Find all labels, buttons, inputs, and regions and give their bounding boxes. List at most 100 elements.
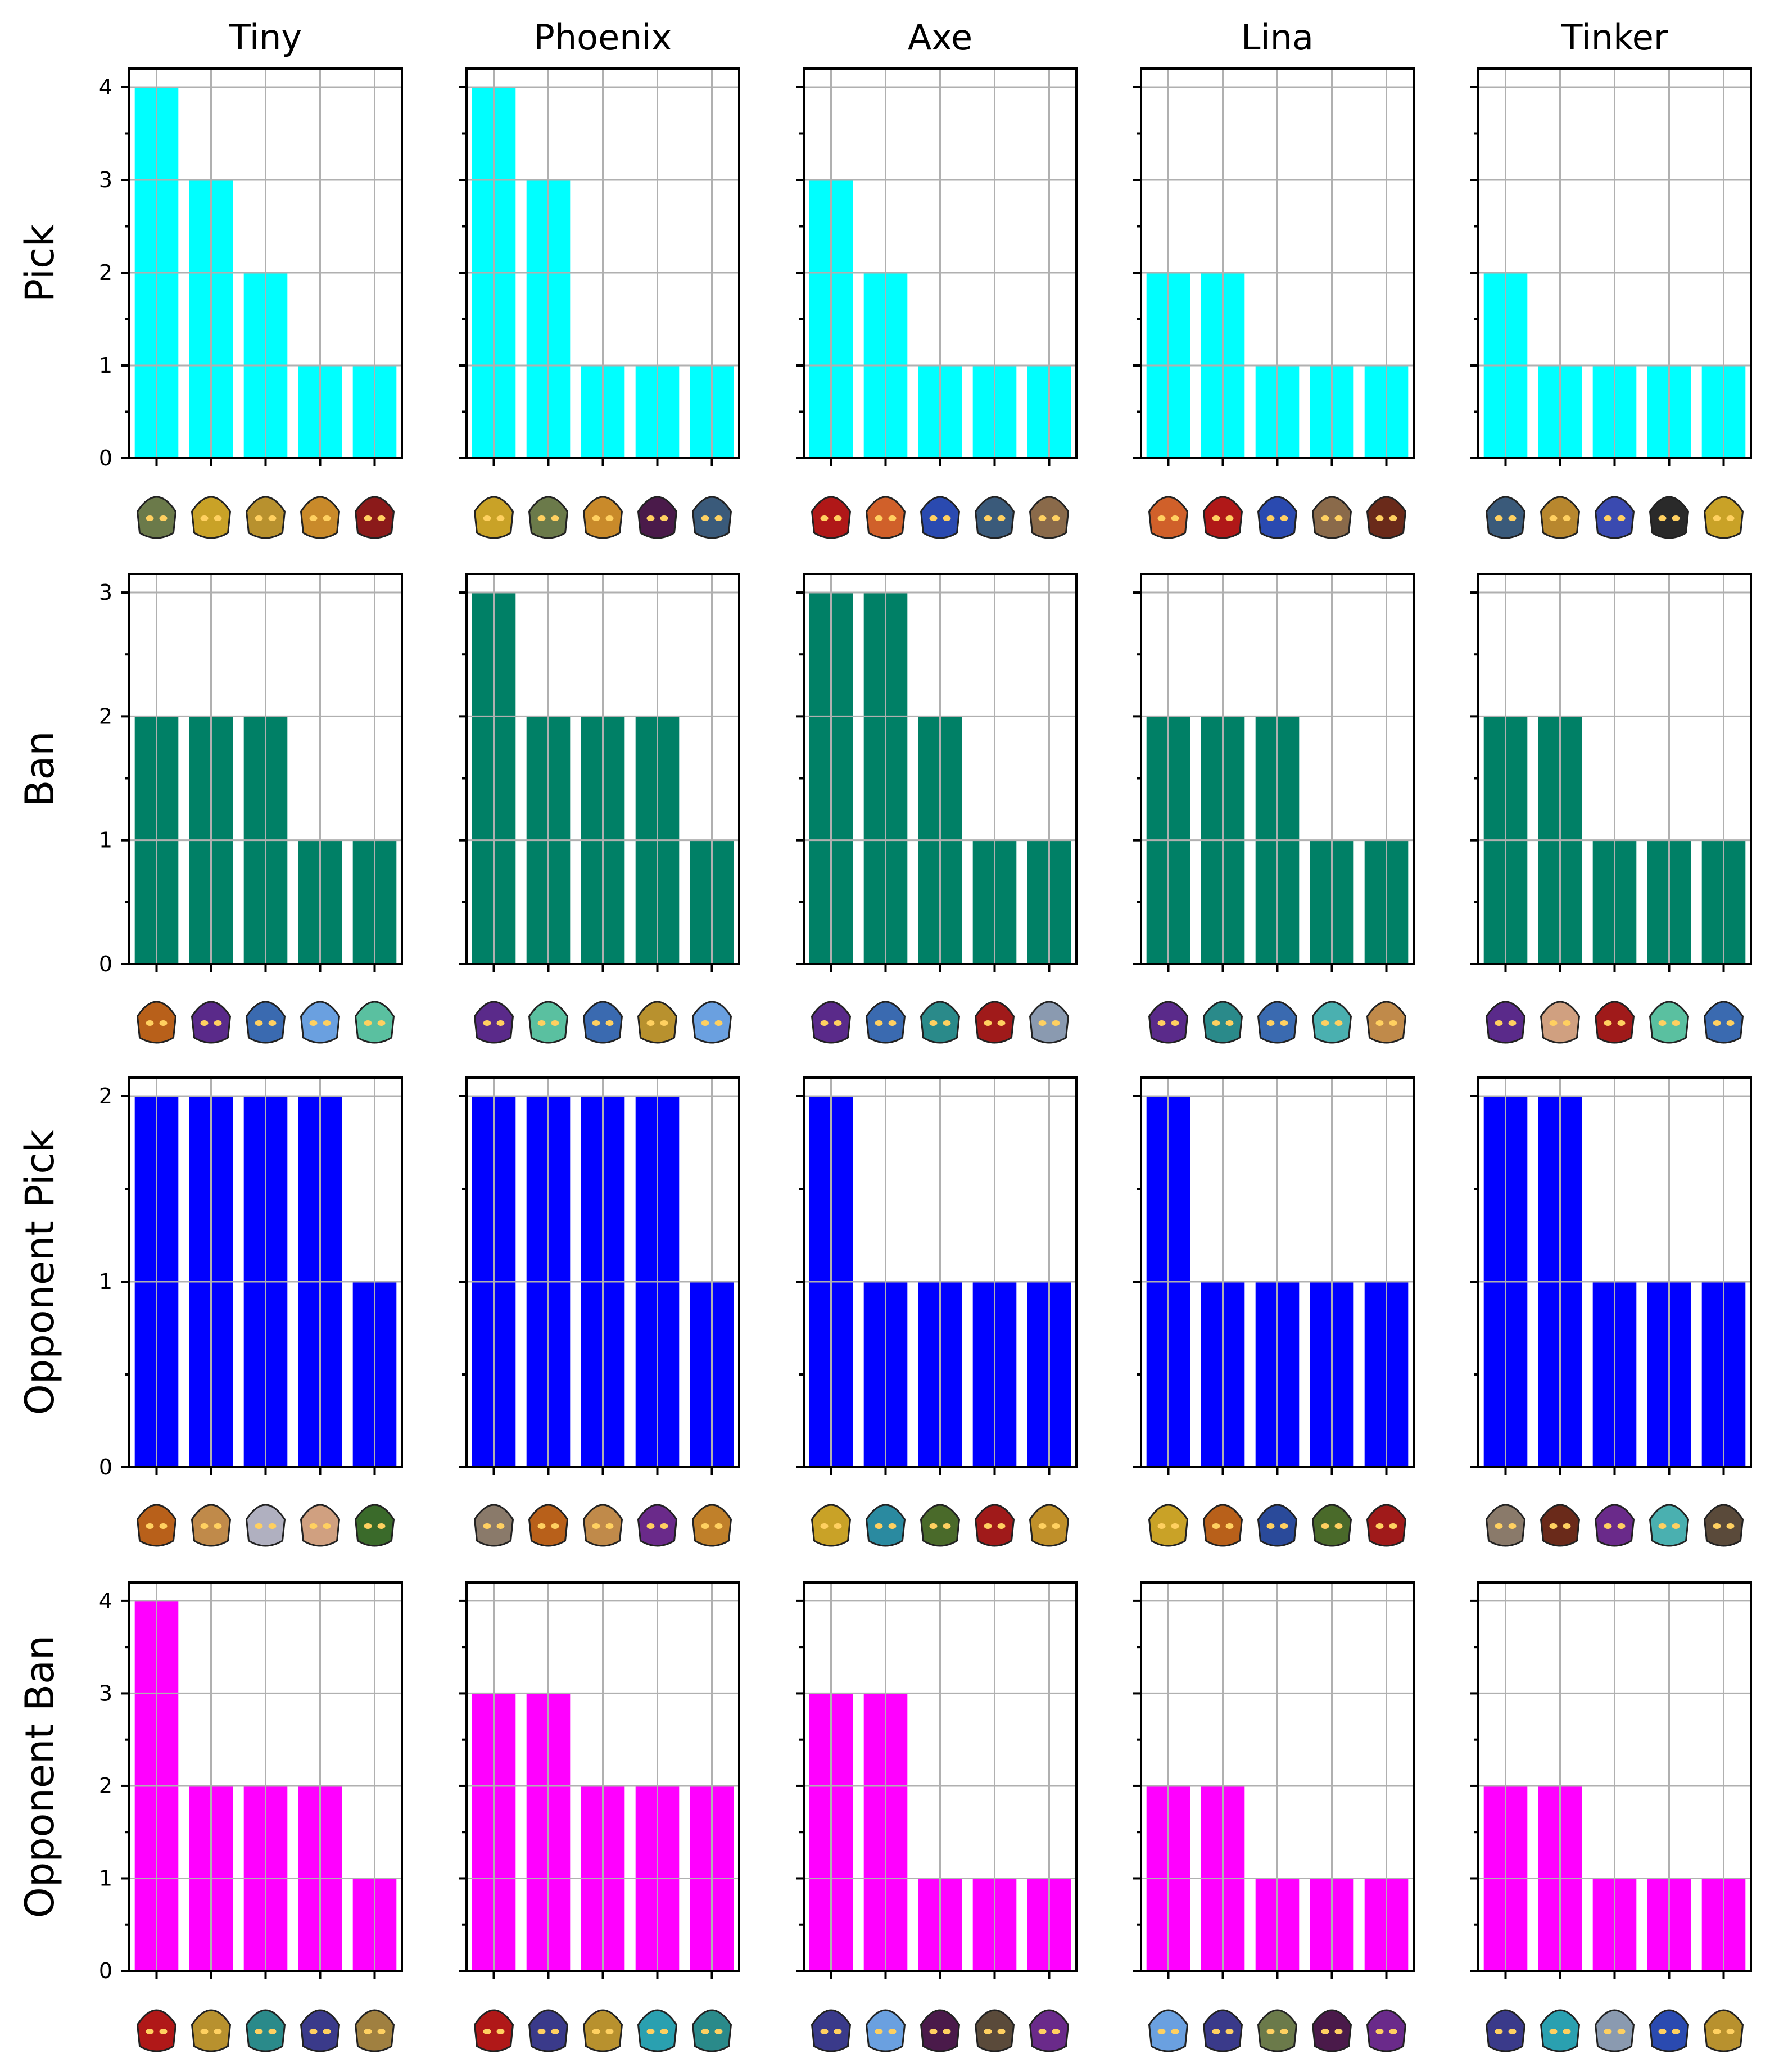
- column-title-1: Phoenix: [534, 17, 672, 58]
- hero-icon-r2-c1-3: [637, 1504, 678, 1547]
- hero-icon-r3-c0-2: [245, 2009, 286, 2052]
- panel-r1-c4: [1470, 573, 1752, 1044]
- hero-icon-r1-c4-2: [1594, 1001, 1635, 1044]
- hero-icon-r3-c0-0: [136, 2009, 177, 2052]
- hero-icon-r3-c0-3: [300, 2009, 341, 2052]
- hero-icon-r2-c2-0: [811, 1504, 852, 1547]
- hero-icon-r0-c3-0: [1148, 496, 1189, 539]
- hero-icon-r2-c3-3: [1311, 1504, 1352, 1547]
- hero-icon-r2-c2-1: [865, 1504, 906, 1547]
- axes-frame-r2-c3: [1140, 1076, 1415, 1468]
- panel-r0-c3: [1133, 67, 1415, 539]
- hero-icon-r1-c0-3: [300, 1001, 341, 1044]
- ytick-label-r0-3: 3: [99, 168, 112, 192]
- hero-icon-r3-c2-3: [974, 2009, 1015, 2052]
- hero-icon-r2-c3-4: [1366, 1504, 1407, 1547]
- hero-icon-r0-c2-2: [920, 496, 961, 539]
- hero-icon-r1-c1-1: [528, 1001, 569, 1044]
- hero-icon-r3-c3-3: [1311, 2009, 1352, 2052]
- hero-icon-r0-c1-4: [691, 496, 732, 539]
- hero-icon-r0-c4-0: [1485, 496, 1526, 539]
- hero-icon-r0-c3-4: [1366, 496, 1407, 539]
- hero-icon-r1-c1-2: [582, 1001, 623, 1044]
- hero-icon-r1-c3-1: [1202, 1001, 1243, 1044]
- hero-icon-r1-c3-0: [1148, 1001, 1189, 1044]
- ytick-label-r1-1: 1: [99, 828, 112, 853]
- axes-frame-r3-c1: [465, 1581, 740, 1972]
- hero-icon-r0-c4-3: [1649, 496, 1690, 539]
- hero-icon-r2-c3-1: [1202, 1504, 1243, 1547]
- ytick-label-r1-0: 0: [99, 952, 112, 976]
- hero-icon-r3-c4-0: [1485, 2009, 1526, 2052]
- hero-icon-r2-c3-0: [1148, 1504, 1189, 1547]
- axes-frame-r2-c1: [465, 1076, 740, 1468]
- hero-icon-r3-c1-2: [582, 2009, 623, 2052]
- axes-frame-r2-c4: [1477, 1076, 1752, 1468]
- hero-icon-r1-c0-2: [245, 1001, 286, 1044]
- hero-icon-r1-c3-2: [1257, 1001, 1298, 1044]
- ytick-label-r3-0: 0: [99, 1958, 112, 1983]
- hero-icon-r3-c2-2: [920, 2009, 961, 2052]
- hero-icon-r3-c2-4: [1029, 2009, 1070, 2052]
- panel-r3-c2: [796, 1581, 1078, 2052]
- hero-icon-r2-c4-2: [1594, 1504, 1635, 1547]
- hero-icon-r3-c1-3: [637, 2009, 678, 2052]
- ytick-label-r3-1: 1: [99, 1866, 112, 1890]
- panel-r3-c3: [1133, 1581, 1415, 2052]
- hero-icon-r1-c4-1: [1540, 1001, 1581, 1044]
- panel-r2-c1: [459, 1076, 740, 1547]
- row-label-1: Ban: [17, 731, 63, 807]
- hero-icon-r2-c2-2: [920, 1504, 961, 1547]
- axes-frame-r0-c3: [1140, 67, 1415, 459]
- axes-frame-r1-c1: [465, 573, 740, 965]
- axes-frame-r0-c4: [1477, 67, 1752, 459]
- hero-icon-r3-c4-2: [1594, 2009, 1635, 2052]
- hero-icon-r0-c1-2: [582, 496, 623, 539]
- ytick-label-r2-2: 2: [99, 1084, 112, 1109]
- row-label-2: Opponent Pick: [17, 1129, 63, 1415]
- axes-frame-r1-c2: [803, 573, 1078, 965]
- column-title-4: Tinker: [1561, 17, 1668, 58]
- ytick-label-r3-2: 2: [99, 1774, 112, 1798]
- axes-frame-r0-c1: [465, 67, 740, 459]
- column-title-3: Lina: [1241, 17, 1314, 58]
- axes-frame-r2-c2: [803, 1076, 1078, 1468]
- hero-icon-r1-c4-3: [1649, 1001, 1690, 1044]
- ytick-label-r1-3: 3: [99, 580, 112, 605]
- axes-frame-r3-c3: [1140, 1581, 1415, 1972]
- hero-icon-r3-c4-1: [1540, 2009, 1581, 2052]
- hero-icon-r1-c2-3: [974, 1001, 1015, 1044]
- panel-r1-c1: [459, 573, 740, 1044]
- ytick-label-r3-4: 4: [99, 1589, 112, 1613]
- panel-r3-c1: [459, 1581, 740, 2052]
- hero-icon-r1-c0-4: [354, 1001, 395, 1044]
- hero-icon-r2-c3-2: [1257, 1504, 1298, 1547]
- hero-icon-r3-c1-4: [691, 2009, 732, 2052]
- hero-icon-r3-c0-4: [354, 2009, 395, 2052]
- hero-icon-r0-c1-1: [528, 496, 569, 539]
- hero-icon-r1-c1-0: [473, 1001, 514, 1044]
- hero-icon-r0-c2-4: [1029, 496, 1070, 539]
- panel-r2-c2: [796, 1076, 1078, 1547]
- panel-r1-c3: [1133, 573, 1415, 1044]
- hero-icon-r3-c2-1: [865, 2009, 906, 2052]
- hero-icon-r3-c2-0: [811, 2009, 852, 2052]
- hero-icon-r0-c0-4: [354, 496, 395, 539]
- ytick-label-r0-2: 2: [99, 260, 112, 285]
- axes-frame-r2-c0: [128, 1076, 403, 1468]
- hero-icon-r1-c2-4: [1029, 1001, 1070, 1044]
- axes-frame-r1-c3: [1140, 573, 1415, 965]
- ytick-label-r3-3: 3: [99, 1681, 112, 1705]
- panel-r1-c0: 0 1 2 3: [99, 573, 403, 1044]
- hero-icon-r3-c1-0: [473, 2009, 514, 2052]
- hero-icon-r2-c4-1: [1540, 1504, 1581, 1547]
- hero-icon-r2-c2-3: [974, 1504, 1015, 1547]
- panel-r0-c1: [459, 67, 740, 539]
- hero-icon-r1-c2-2: [920, 1001, 961, 1044]
- hero-icon-r0-c0-0: [136, 496, 177, 539]
- hero-icon-r3-c4-3: [1649, 2009, 1690, 2052]
- hero-icon-r0-c4-2: [1594, 496, 1635, 539]
- hero-icon-r2-c0-2: [245, 1504, 286, 1547]
- row-label-0: Pick: [17, 224, 63, 302]
